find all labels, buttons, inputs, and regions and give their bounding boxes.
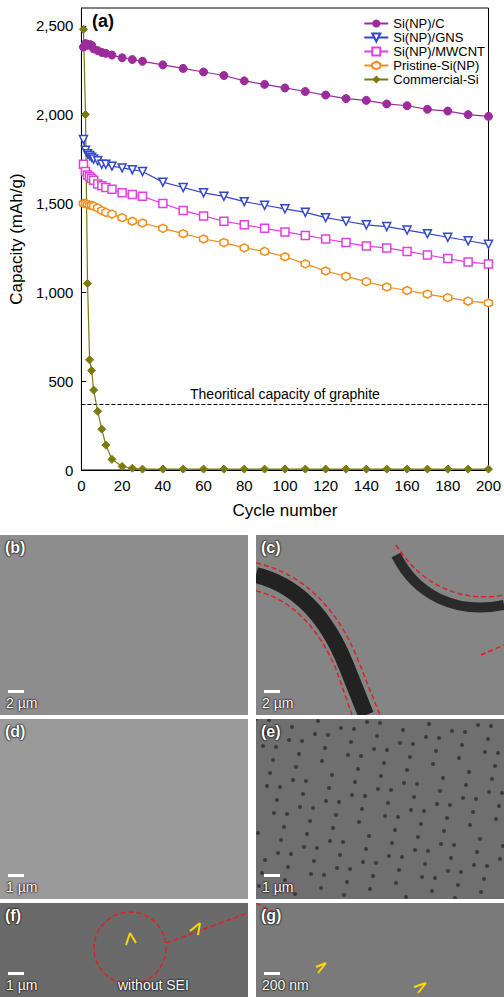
- html-text:without SEI: without SEI: [118, 977, 189, 993]
- svg-text:Si(NP)/C: Si(NP)/C: [393, 16, 444, 31]
- svg-text:120: 120: [313, 477, 338, 494]
- html-text:200 nm: 200 nm: [262, 977, 309, 993]
- svg-text:Si(NP)/GNS: Si(NP)/GNS: [393, 30, 463, 45]
- svg-text:Cycle number: Cycle number: [233, 501, 338, 520]
- svg-text:500: 500: [48, 373, 73, 390]
- svg-text:20: 20: [114, 477, 131, 494]
- svg-text:Si(NP)/MWCNT: Si(NP)/MWCNT: [393, 44, 485, 59]
- svg-text:40: 40: [155, 477, 172, 494]
- html-text:1 µm: 1 µm: [262, 879, 294, 895]
- svg-text:1,000: 1,000: [36, 284, 74, 301]
- html-text:1 µm: 1 µm: [6, 879, 38, 895]
- svg-text:140: 140: [354, 477, 379, 494]
- html-text:(f): (f): [5, 907, 21, 924]
- html-text:(g): (g): [261, 907, 282, 924]
- html-text:2 µm: 2 µm: [262, 695, 294, 711]
- html-text:(c): (c): [261, 539, 281, 556]
- svg-text:1,500: 1,500: [36, 195, 74, 212]
- svg-text:Theoritical capacity of graphi: Theoritical capacity of graphite: [190, 386, 380, 402]
- html-text:(e): (e): [261, 723, 281, 740]
- svg-text:160: 160: [395, 477, 420, 494]
- svg-text:60: 60: [195, 477, 212, 494]
- html-text:2 µm: 2 µm: [6, 695, 38, 711]
- svg-text:Pristine-Si(NP): Pristine-Si(NP): [393, 58, 479, 73]
- svg-text:200: 200: [476, 477, 501, 494]
- svg-text:(a): (a): [92, 11, 114, 31]
- svg-text:2,500: 2,500: [36, 17, 74, 34]
- html-text:1 µm: 1 µm: [6, 977, 38, 993]
- svg-text:0: 0: [65, 462, 73, 479]
- svg-text:100: 100: [272, 477, 297, 494]
- svg-text:Commercial-Si: Commercial-Si: [393, 72, 478, 87]
- svg-text:180: 180: [435, 477, 460, 494]
- svg-text:Capacity (mAh/g): Capacity (mAh/g): [7, 173, 26, 304]
- svg-text:0: 0: [77, 477, 85, 494]
- html-text:(d): (d): [5, 723, 26, 740]
- svg-text:80: 80: [236, 477, 253, 494]
- svg-text:2,000: 2,000: [36, 106, 74, 123]
- html-text:(b): (b): [5, 539, 26, 556]
